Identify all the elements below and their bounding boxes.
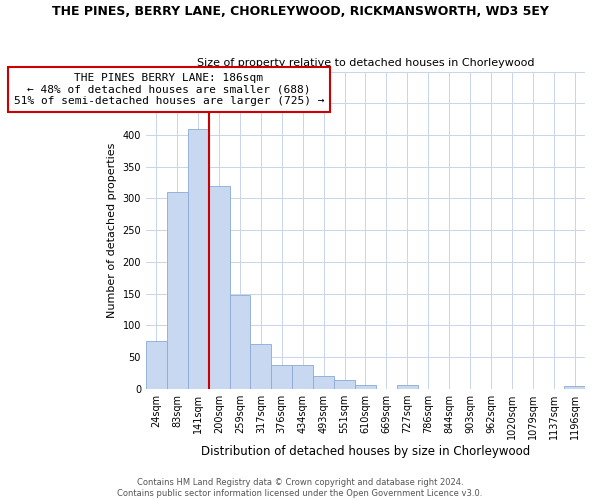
Bar xyxy=(397,385,418,388)
X-axis label: Distribution of detached houses by size in Chorleywood: Distribution of detached houses by size … xyxy=(201,444,530,458)
Bar xyxy=(188,128,209,388)
Text: THE PINES, BERRY LANE, CHORLEYWOOD, RICKMANSWORTH, WD3 5EY: THE PINES, BERRY LANE, CHORLEYWOOD, RICK… xyxy=(52,5,548,18)
Bar xyxy=(146,341,167,388)
Bar xyxy=(334,380,355,388)
Bar xyxy=(271,365,292,388)
Bar xyxy=(355,385,376,388)
Bar xyxy=(209,186,230,388)
Bar xyxy=(167,192,188,388)
Bar xyxy=(292,365,313,388)
Bar xyxy=(564,386,585,388)
Bar xyxy=(250,344,271,389)
Bar xyxy=(313,376,334,388)
Text: THE PINES BERRY LANE: 186sqm
← 48% of detached houses are smaller (688)
51% of s: THE PINES BERRY LANE: 186sqm ← 48% of de… xyxy=(14,73,324,106)
Title: Size of property relative to detached houses in Chorleywood: Size of property relative to detached ho… xyxy=(197,58,534,68)
Y-axis label: Number of detached properties: Number of detached properties xyxy=(107,142,117,318)
Text: Contains HM Land Registry data © Crown copyright and database right 2024.
Contai: Contains HM Land Registry data © Crown c… xyxy=(118,478,482,498)
Bar xyxy=(230,295,250,388)
